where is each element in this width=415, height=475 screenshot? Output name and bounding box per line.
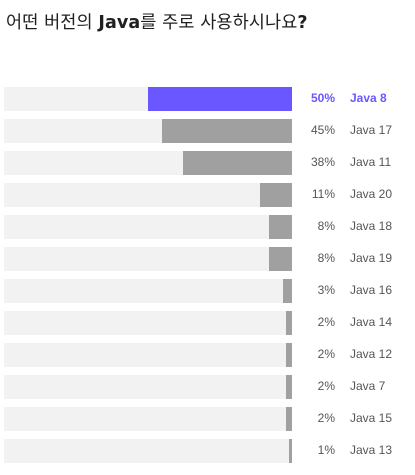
bar-track xyxy=(4,311,292,335)
bar-track xyxy=(4,343,292,367)
bar-row: 3% Java 16 xyxy=(0,279,415,303)
bar xyxy=(283,279,292,303)
bar-track xyxy=(4,151,292,175)
bar-row: 2% Java 7 xyxy=(0,375,415,399)
bar-track xyxy=(4,215,292,239)
category-label: Java 18 xyxy=(350,219,393,233)
bar xyxy=(162,119,292,143)
bar-row: 38% Java 11 xyxy=(0,151,415,175)
bar-row: 11% Java 20 xyxy=(0,183,415,207)
bar-row: 1% Java 13 xyxy=(0,439,415,463)
value-label: 8% xyxy=(317,219,335,233)
bar-track xyxy=(4,439,292,463)
value-label: 2% xyxy=(317,315,335,329)
value-label: 50% xyxy=(310,91,335,105)
value-label: 11% xyxy=(311,187,335,201)
bar xyxy=(268,247,292,271)
chart-title: 어떤 버전의 Java를 주로 사용하시나요? xyxy=(6,9,308,34)
value-label: 3% xyxy=(317,283,335,297)
bar-row: 45% Java 17 xyxy=(0,119,415,143)
bar xyxy=(182,151,292,175)
value-label: 38% xyxy=(310,155,335,169)
value-label: 8% xyxy=(317,251,335,265)
category-label: Java 16 xyxy=(350,283,393,297)
title-mark: ? xyxy=(297,13,308,33)
category-label: Java 13 xyxy=(350,443,393,457)
value-label: 45% xyxy=(310,123,335,137)
title-suffix: 를 주로 사용하시나요 xyxy=(140,13,298,33)
bar xyxy=(268,215,292,239)
bar-row: 2% Java 14 xyxy=(0,311,415,335)
value-label: 1% xyxy=(317,443,335,457)
bar xyxy=(148,87,292,111)
category-label: Java 12 xyxy=(350,347,393,361)
bar xyxy=(286,343,292,367)
bar-track xyxy=(4,279,292,303)
bar-track xyxy=(4,183,292,207)
bar-track xyxy=(4,375,292,399)
bar xyxy=(289,439,292,463)
bar-row: 8% Java 18 xyxy=(0,215,415,239)
category-label: Java 7 xyxy=(350,379,386,393)
category-label: Java 19 xyxy=(350,251,393,265)
category-label: Java 11 xyxy=(350,155,392,169)
value-label: 2% xyxy=(317,411,335,425)
category-label: Java 8 xyxy=(350,91,387,105)
bar-track xyxy=(4,407,292,431)
bar xyxy=(286,407,292,431)
bar-row: 50% Java 8 xyxy=(0,87,415,111)
category-label: Java 20 xyxy=(350,187,393,201)
bar xyxy=(260,183,292,207)
category-label: Java 17 xyxy=(350,123,393,137)
bar xyxy=(286,375,292,399)
bar-track xyxy=(4,119,292,143)
bar-row: 2% Java 12 xyxy=(0,343,415,367)
value-label: 2% xyxy=(317,379,335,393)
title-prefix: 어떤 버전의 xyxy=(6,13,99,33)
title-strong: Java xyxy=(98,13,141,33)
bar-track xyxy=(4,247,292,271)
category-label: Java 14 xyxy=(350,315,393,329)
value-label: 2% xyxy=(317,347,335,361)
bar xyxy=(286,311,292,335)
category-label: Java 15 xyxy=(350,411,393,425)
bar-row: 2% Java 15 xyxy=(0,407,415,431)
bar-track xyxy=(4,87,292,111)
bar-row: 8% Java 19 xyxy=(0,247,415,271)
